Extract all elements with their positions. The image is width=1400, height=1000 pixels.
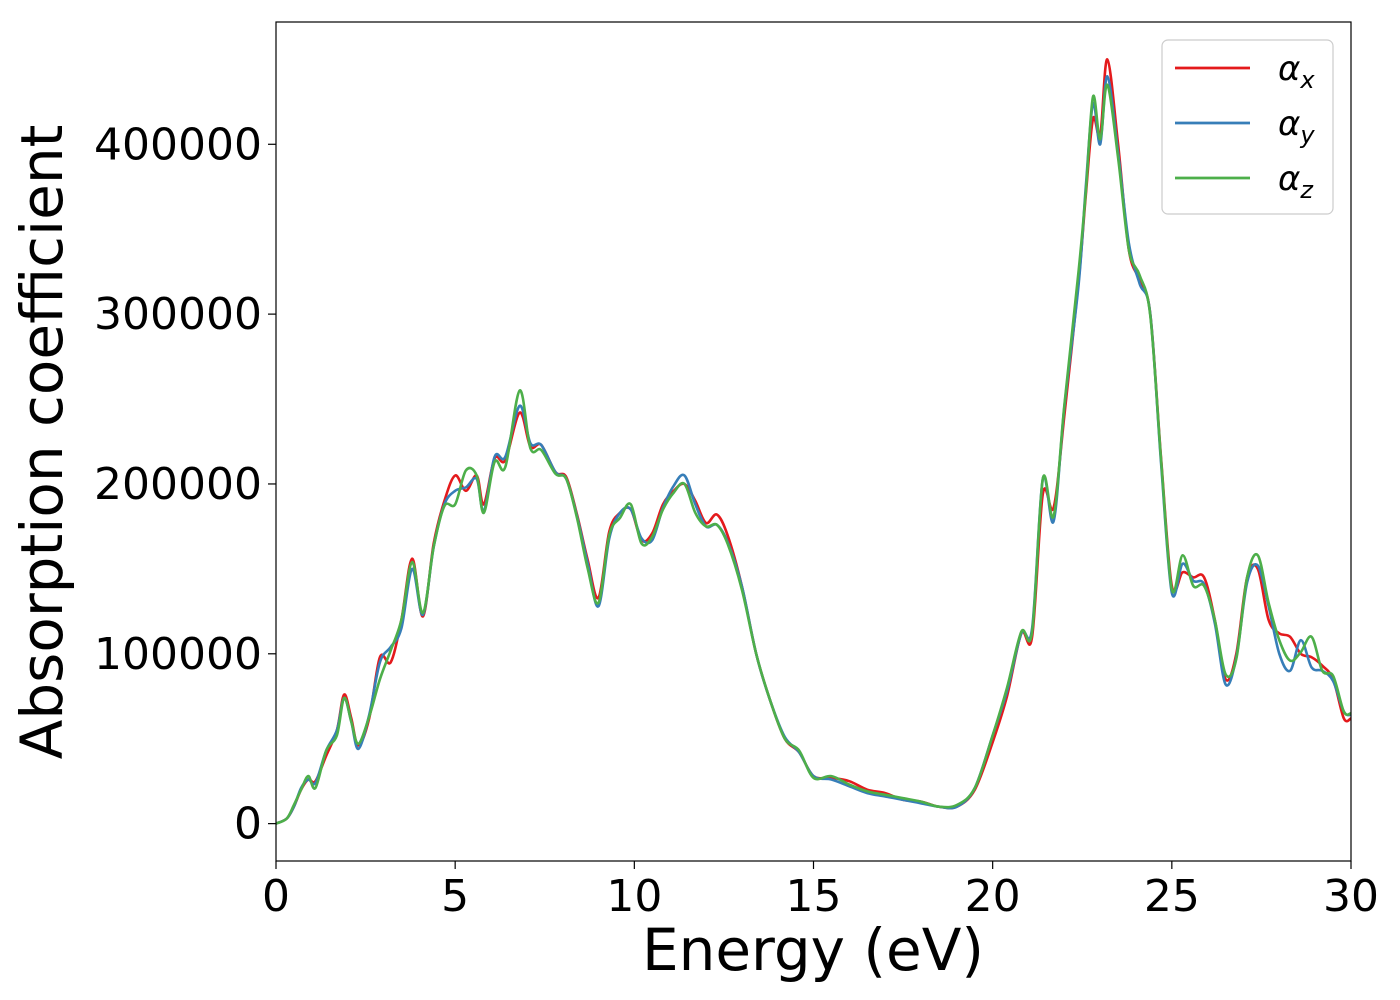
- legend-box: [1161, 39, 1334, 215]
- y-tick-label: 200000: [94, 459, 262, 510]
- x-tick-label: 10: [606, 871, 662, 922]
- legend-label-alpha-z: αz: [1278, 159, 1314, 204]
- x-tick-label: 5: [441, 871, 469, 922]
- x-tick-label: 20: [965, 871, 1021, 922]
- x-tick-label: 15: [786, 871, 842, 922]
- x-axis: 0 5 10 15 20 25 30: [262, 861, 1379, 922]
- legend: αx αy αz: [1161, 39, 1334, 215]
- x-tick-label: 0: [262, 871, 290, 922]
- x-tick-label: 30: [1323, 871, 1379, 922]
- legend-label-alpha-y: αy: [1278, 104, 1315, 149]
- y-tick-label: 400000: [94, 119, 262, 170]
- series-layer: [275, 58, 1352, 825]
- y-axis: 0 100000 200000 300000 400000: [94, 119, 276, 850]
- x-axis-label: Energy (eV): [642, 916, 984, 984]
- y-tick-label: 100000: [94, 629, 262, 680]
- legend-label-alpha-x: αx: [1278, 49, 1315, 94]
- y-axis-label: Absorption coefficient: [8, 125, 76, 760]
- x-tick-label: 25: [1144, 871, 1200, 922]
- y-tick-label: 300000: [94, 289, 262, 340]
- series-line-alpha-z: [275, 83, 1352, 825]
- y-tick-label: 0: [234, 799, 262, 850]
